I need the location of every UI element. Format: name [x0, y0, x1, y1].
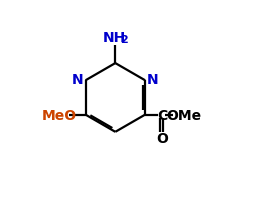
- Text: NH: NH: [103, 31, 126, 45]
- Text: C: C: [157, 108, 167, 122]
- Text: N: N: [147, 72, 159, 86]
- Text: MeO: MeO: [41, 108, 77, 122]
- Text: O: O: [156, 131, 168, 145]
- Text: OMe: OMe: [166, 108, 201, 122]
- Text: N: N: [72, 72, 84, 86]
- Text: 2: 2: [120, 35, 128, 45]
